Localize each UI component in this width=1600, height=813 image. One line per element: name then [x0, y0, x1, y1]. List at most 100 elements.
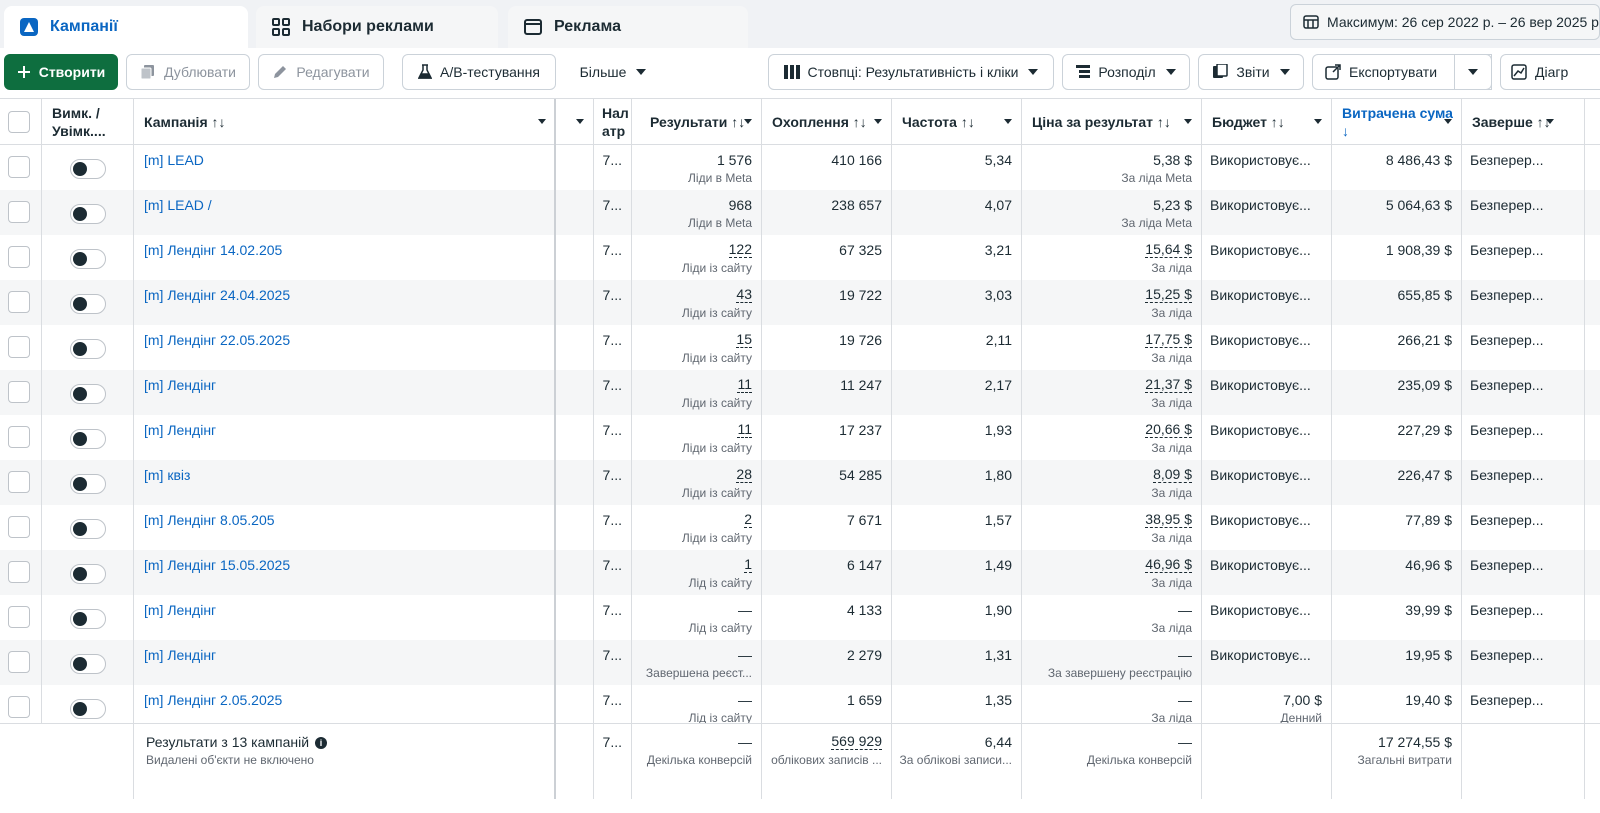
campaign-toggle[interactable] — [70, 294, 106, 314]
tab-label: Набори реклами — [302, 18, 434, 35]
header-cost-per-result[interactable]: Ціна за результат ↑↓ — [1022, 99, 1200, 145]
row-checkbox[interactable] — [8, 516, 30, 538]
campaign-name-link[interactable]: [m] Лендінг 8.05.205 — [144, 512, 275, 528]
results-subtext: Ліди із сайту — [681, 396, 752, 410]
row-checkbox[interactable] — [8, 426, 30, 448]
header-campaign[interactable]: Кампанія ↑↓ — [134, 99, 554, 145]
row-checkbox[interactable] — [8, 606, 30, 628]
row-checkbox[interactable] — [8, 381, 30, 403]
more-button[interactable]: Більше — [566, 54, 660, 90]
campaign-name-link[interactable]: [m] Лендінг — [144, 602, 217, 618]
row-checkbox[interactable] — [8, 471, 30, 493]
campaign-name-link[interactable]: [m] квіз — [144, 467, 191, 483]
campaign-name-link[interactable]: [m] Лендінг 14.02.205 — [144, 242, 283, 258]
ends-value: Безперер... — [1470, 287, 1544, 303]
column-divider — [891, 99, 892, 799]
budget-value: Використовує... — [1210, 422, 1311, 438]
campaign-toggle[interactable] — [70, 654, 106, 674]
header-budget[interactable]: Бюджет ↑↓ — [1202, 99, 1330, 145]
header-column-menu[interactable] — [556, 99, 592, 145]
campaign-toggle[interactable] — [70, 249, 106, 269]
row-checkbox[interactable] — [8, 696, 30, 718]
create-button[interactable]: Створити — [4, 54, 118, 90]
export-dropdown-button[interactable] — [1454, 54, 1492, 90]
row-checkbox[interactable] — [8, 291, 30, 313]
charts-button-label: Діагр — [1535, 64, 1569, 80]
create-button-label: Створити — [38, 64, 106, 80]
tab-ads[interactable]: Реклама — [508, 6, 748, 48]
campaign-name-link[interactable]: [m] Лендінг — [144, 377, 217, 393]
row-checkbox[interactable] — [8, 246, 30, 268]
campaign-toggle[interactable] — [70, 429, 106, 449]
summary-spent-sub: Загальні витрати — [1357, 753, 1452, 767]
table-row[interactable]: [m] квіз 7... 28 Ліди із сайту 54 285 1,80 8,0… — [0, 460, 1600, 505]
header-reach-label: Охоплення ↑↓ — [772, 114, 867, 130]
header-reach[interactable]: Охоплення ↑↓ — [762, 99, 890, 145]
campaign-name-link[interactable]: [m] LEAD / — [144, 197, 212, 213]
frequency-cell: 1,80 — [892, 460, 1020, 505]
campaign-toggle[interactable] — [70, 339, 106, 359]
header-amount-spent[interactable]: Витрачена сума ↓ — [1332, 99, 1460, 145]
campaign-toggle[interactable] — [70, 474, 106, 494]
columns-button-label: Стовпці: Результативність і кліки — [807, 64, 1019, 80]
row-checkbox[interactable] — [8, 336, 30, 358]
header-toggle[interactable]: Вимк. / Увімк.... — [42, 99, 132, 145]
frozen-column-divider[interactable] — [554, 99, 556, 799]
table-row[interactable]: [m] LEAD / 7... 968 Ліди в Meta 238 657 4,07 5… — [0, 190, 1600, 235]
campaign-toggle[interactable] — [70, 699, 106, 719]
row-checkbox[interactable] — [8, 651, 30, 673]
budget-value: Використовує... — [1210, 557, 1311, 573]
charts-button[interactable]: Діагр — [1500, 54, 1600, 90]
ab-test-button[interactable]: A/B-тестування — [402, 54, 556, 90]
frequency-cell: 4,07 — [892, 190, 1020, 235]
table-row[interactable]: [m] Лендінг 15.05.2025 7... 1 Лід із сайту 6… — [0, 550, 1600, 595]
table-row[interactable]: [m] Лендінг 14.02.205 7... 122 Ліди із сайт… — [0, 235, 1600, 280]
tab-campaigns[interactable]: Кампанії — [4, 6, 248, 48]
edit-button[interactable]: Редагувати — [258, 54, 384, 90]
row-checkbox[interactable] — [8, 156, 30, 178]
tab-ad-sets[interactable]: Набори реклами — [256, 6, 498, 48]
header-frequency[interactable]: Частота ↑↓ — [892, 99, 1020, 145]
row-checkbox[interactable] — [8, 561, 30, 583]
header-ends[interactable]: Заверше ↑↓ — [1462, 99, 1562, 145]
table-row[interactable]: [m] Лендінг 7... — Лід із сайту 4 133 1,90 — За… — [0, 595, 1600, 640]
campaign-name-link[interactable]: [m] LEAD — [144, 152, 204, 168]
table-row[interactable]: [m] Лендінг 7... 11 Ліди із сайту 11 247 2,17… — [0, 370, 1600, 415]
cpr-value: — — [1178, 647, 1192, 663]
campaign-name-link[interactable]: [m] Лендінг — [144, 647, 217, 663]
info-icon[interactable]: i — [315, 737, 328, 749]
campaign-name-link[interactable]: [m] Лендінг 15.05.2025 — [144, 557, 291, 573]
campaign-toggle[interactable] — [70, 384, 106, 404]
header-campaign-label: Кампанія ↑↓ — [144, 114, 226, 130]
summary-cpr: — — [1178, 734, 1192, 750]
table-row[interactable]: [m] LEAD 7... 1 576 Ліди в Meta 410 166 5,34 5… — [0, 145, 1600, 190]
campaign-name-link[interactable]: [m] Лендінг — [144, 422, 217, 438]
select-all-checkbox[interactable] — [8, 111, 30, 133]
columns-button[interactable]: Стовпці: Результативність і кліки — [768, 54, 1054, 90]
flask-icon — [418, 64, 433, 80]
campaign-toggle[interactable] — [70, 519, 106, 539]
campaign-toggle[interactable] — [70, 159, 106, 179]
campaign-name-link[interactable]: [m] Лендінг 2.05.2025 — [144, 692, 283, 708]
campaign-name-link[interactable]: [m] Лендінг 24.04.2025 — [144, 287, 291, 303]
row-checkbox[interactable] — [8, 201, 30, 223]
date-range-picker[interactable]: Максимум: 26 сер 2022 р. – 26 вер 2025 р… — [1290, 4, 1600, 40]
reports-button[interactable]: Звіти — [1198, 54, 1304, 90]
attr-value: 7... — [602, 557, 622, 573]
table-row[interactable]: [m] Лендінг 22.05.2025 7... 15 Ліди із сайт… — [0, 325, 1600, 370]
header-attribution[interactable]: Нал атр — [594, 99, 630, 145]
campaign-name-link[interactable]: [m] Лендінг 22.05.2025 — [144, 332, 291, 348]
ends-value: Безперер... — [1470, 377, 1544, 393]
campaign-toggle[interactable] — [70, 204, 106, 224]
table-row[interactable]: [m] Лендінг 8.05.205 7... 2 Ліди із сайту 7 … — [0, 505, 1600, 550]
duplicate-button[interactable]: Дублювати — [126, 54, 250, 90]
header-results[interactable]: Результати ↑↓ — [632, 99, 760, 145]
table-row[interactable]: [m] Лендінг 2.05.2025 7... — Лід із сайту 1 … — [0, 685, 1600, 730]
table-row[interactable]: [m] Лендінг 7... 11 Ліди із сайту 17 237 1,93… — [0, 415, 1600, 460]
table-row[interactable]: [m] Лендінг 24.04.2025 7... 43 Ліди із сайт… — [0, 280, 1600, 325]
campaign-toggle[interactable] — [70, 609, 106, 629]
breakdown-button[interactable]: Розподіл — [1062, 54, 1190, 90]
campaign-toggle[interactable] — [70, 564, 106, 584]
table-row[interactable]: [m] Лендінг 7... — Завершена реєст... 2 279 1… — [0, 640, 1600, 685]
frequency-cell: 1,35 — [892, 685, 1020, 730]
